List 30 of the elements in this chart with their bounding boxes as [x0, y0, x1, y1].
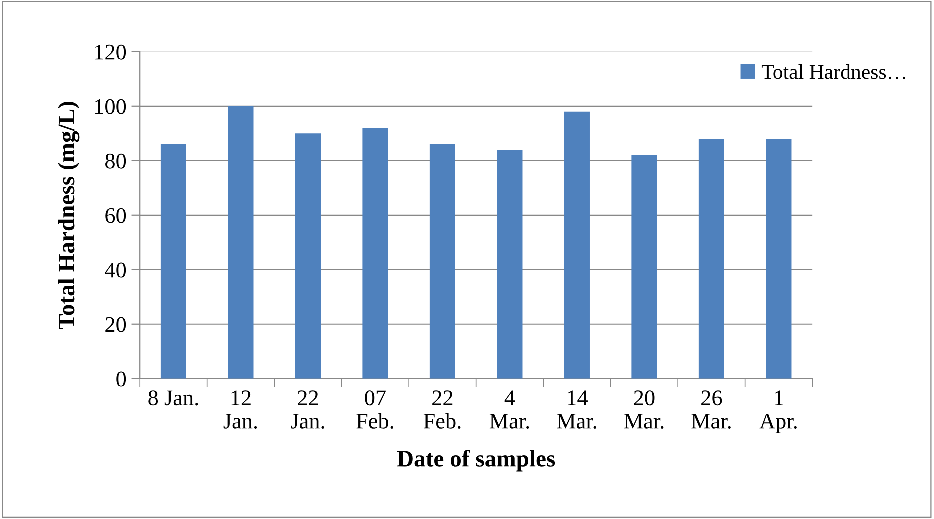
x-tick-label: 22 Jan. — [291, 390, 324, 429]
x-tick-label: 1 Apr. — [760, 390, 797, 434]
bar — [766, 139, 792, 379]
y-tick-label: 100 — [96, 99, 126, 114]
y-tick-label: 0 — [116, 372, 126, 387]
y-tick-label: 120 — [96, 44, 126, 60]
x-tick-label: 20 Mar. — [624, 390, 664, 429]
bar — [564, 112, 590, 379]
bar — [632, 155, 658, 379]
x-tick-label: 12 Jan. — [224, 390, 258, 429]
bar — [228, 106, 254, 379]
y-tick-label: 20 — [106, 317, 126, 332]
x-tick-label: 14 Mar. — [557, 390, 596, 429]
x-tick-label: 22 Feb. — [424, 390, 461, 429]
bar — [430, 144, 456, 379]
bar — [698, 139, 724, 379]
legend-label: Total Hardness… — [762, 64, 906, 80]
bar — [160, 144, 186, 379]
x-axis-title: Date of samples — [397, 450, 556, 472]
x-tick-label: 07 Feb. — [356, 390, 394, 429]
y-axis-title: Total Hardness (mg/L) — [58, 102, 80, 330]
x-tick-label: 8 Jan. — [148, 390, 198, 406]
y-tick-label: 60 — [106, 208, 126, 224]
x-tick-label: 4 Mar. — [490, 390, 530, 429]
bar — [295, 134, 321, 379]
y-tick-label: 80 — [106, 154, 126, 169]
bar — [362, 128, 388, 379]
y-tick-label: 40 — [105, 262, 126, 278]
x-tick-label: 26 Mar. — [692, 390, 731, 429]
bar — [497, 150, 523, 379]
